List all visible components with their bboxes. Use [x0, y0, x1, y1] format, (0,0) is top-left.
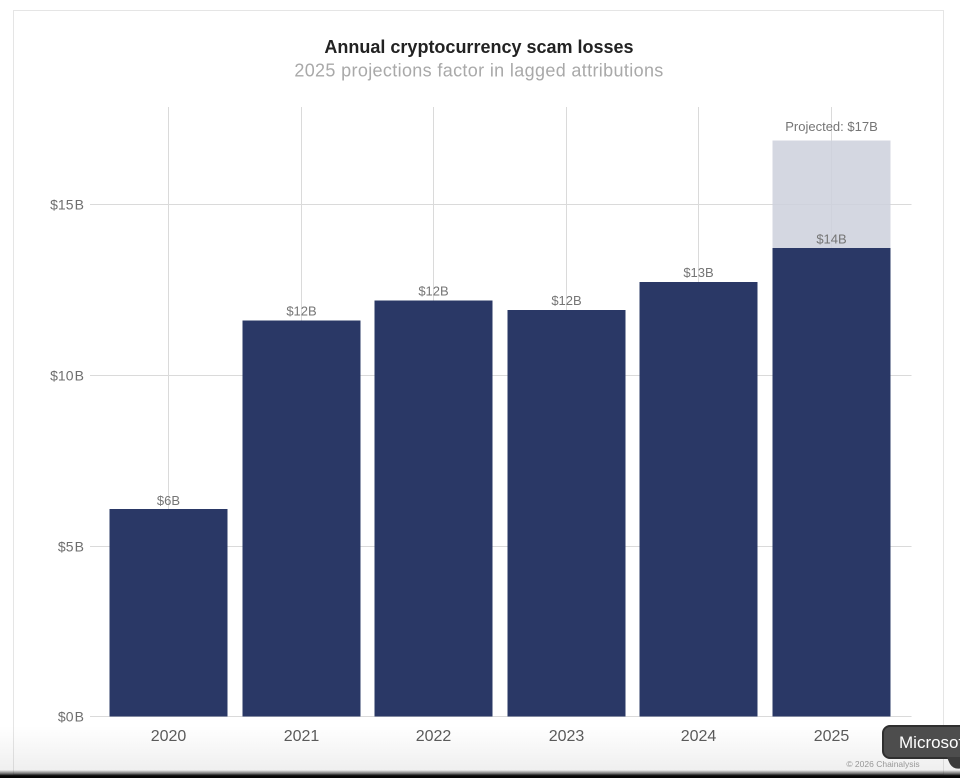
svg-text:2025: 2025 — [814, 728, 850, 745]
svg-text:2023: 2023 — [549, 728, 585, 745]
svg-text:2025 projections factor in lag: 2025 projections factor in lagged attrib… — [294, 61, 663, 81]
svg-text:2021: 2021 — [284, 728, 320, 745]
svg-text:$12B: $12B — [286, 304, 316, 319]
svg-text:2024: 2024 — [681, 728, 717, 745]
svg-text:$10 B: $10 B — [50, 368, 84, 384]
svg-text:$13B: $13B — [683, 265, 713, 280]
svg-text:$0 B: $0 B — [58, 709, 84, 725]
svg-text:Annual cryptocurrency scam los: Annual cryptocurrency scam losses — [324, 37, 633, 57]
svg-text:2020: 2020 — [151, 728, 187, 745]
svg-text:$6B: $6B — [157, 493, 180, 508]
svg-text:$12B: $12B — [418, 284, 448, 299]
svg-text:$14B: $14B — [816, 232, 846, 247]
svg-text:2022: 2022 — [416, 728, 452, 745]
svg-text:$15 B: $15 B — [50, 197, 84, 213]
svg-text:$5 B: $5 B — [58, 539, 84, 555]
svg-text:© 2026 Chainalysis: © 2026 Chainalysis — [846, 759, 919, 769]
svg-text:$12B: $12B — [551, 293, 581, 308]
svg-text:Projected: $17B: Projected: $17B — [785, 119, 878, 134]
